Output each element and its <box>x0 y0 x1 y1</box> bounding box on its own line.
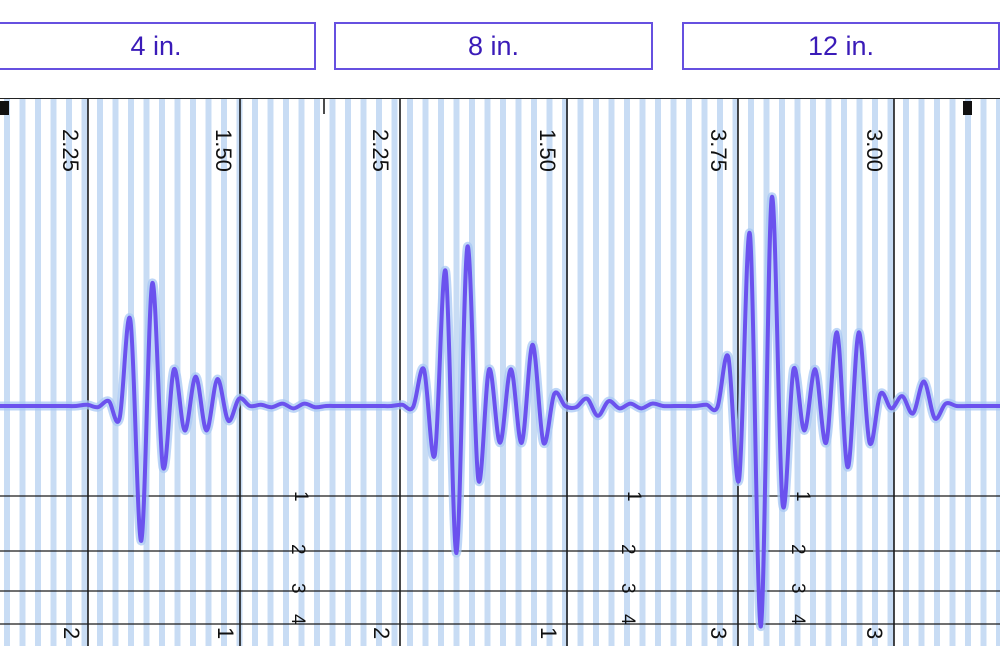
ruler-label-2a: 2 <box>287 544 308 555</box>
tab-12-in[interactable]: 12 in. <box>682 22 1000 70</box>
tab-4-in[interactable]: 4 in. <box>0 22 316 70</box>
ruler-label-1c: 1 <box>792 491 813 502</box>
grid-stripe <box>407 99 413 646</box>
grid-stripe <box>19 99 26 646</box>
grid-stripe <box>205 99 212 646</box>
grid-stripe <box>639 99 646 646</box>
grid-stripe <box>996 99 1000 646</box>
grid-stripe <box>500 99 506 646</box>
grid-stripe <box>50 99 57 646</box>
grid-stripe <box>608 99 615 646</box>
grid-stripe <box>577 99 584 646</box>
grid-stripe <box>221 99 227 646</box>
grid-stripe <box>81 99 88 646</box>
grid-stripe <box>252 99 258 646</box>
grid-stripe <box>655 99 661 646</box>
grid-stripe <box>112 99 119 646</box>
grid-stripe <box>593 99 599 646</box>
grid-stripe <box>267 99 274 646</box>
ruler-label-1b: 1 <box>623 491 644 502</box>
ruler-label-3a: 3 <box>287 583 308 594</box>
grid-stripe <box>701 99 708 646</box>
grid-stripe <box>670 99 677 646</box>
corner-label-1: 2 <box>59 627 84 639</box>
waveform-svg: 2.25 1.50 2.25 1.50 3.75 3.00 1 2 3 4 1 … <box>0 99 1000 646</box>
grid-stripe <box>66 99 72 646</box>
grid-stripe <box>515 99 522 646</box>
corner-label-5: 3 <box>706 627 731 639</box>
tab-8-in[interactable]: 8 in. <box>334 22 653 70</box>
grid-stripe <box>562 99 568 646</box>
ruler-label-4c: 4 <box>787 614 808 625</box>
grid-stripe <box>887 99 894 646</box>
grid-stripe <box>949 99 956 646</box>
grid-stripe <box>934 99 940 646</box>
grid-stripe <box>329 99 336 646</box>
corner-marker-right <box>963 101 972 115</box>
grid-stripe <box>391 99 398 646</box>
scale-label-5: 3.75 <box>706 129 731 172</box>
grid-stripe <box>298 99 305 646</box>
grid-stripe <box>980 99 987 646</box>
corner-marker-left <box>0 101 9 115</box>
waveform-chart: 2.25 1.50 2.25 1.50 3.75 3.00 1 2 3 4 1 … <box>0 98 1000 646</box>
corner-label-2: 1 <box>213 627 238 639</box>
scale-label-4: 1.50 <box>535 129 560 172</box>
grid-stripe <box>732 99 739 646</box>
scale-label-3: 2.25 <box>368 129 393 172</box>
ruler-label-2b: 2 <box>617 544 638 555</box>
grid-stripe <box>345 99 351 646</box>
grid-stripe <box>376 99 382 646</box>
grid-stripe <box>35 99 41 646</box>
grid-stripe <box>97 99 103 646</box>
scale-label-6: 3.00 <box>862 129 887 172</box>
waveform-line <box>0 195 1000 629</box>
grid-stripe <box>872 99 878 646</box>
grid-stripe <box>314 99 320 646</box>
grid-stripe <box>283 99 289 646</box>
grid-stripe <box>190 99 196 646</box>
ruler-label-3c: 3 <box>787 583 808 594</box>
grid-stripe <box>918 99 925 646</box>
ruler-label-4b: 4 <box>617 614 638 625</box>
grid-stripe <box>453 99 460 646</box>
grid-stripe <box>360 99 367 646</box>
corner-label-6: 3 <box>862 627 887 639</box>
ruler-label-2c: 2 <box>787 544 808 555</box>
grid-stripe <box>546 99 553 646</box>
waveform-trace-group <box>0 192 1000 632</box>
grid-stripe <box>903 99 909 646</box>
grid-stripe <box>4 99 10 646</box>
scale-label-2: 1.50 <box>211 129 236 172</box>
grid-stripe <box>686 99 692 646</box>
ruler-label-3b: 3 <box>617 583 638 594</box>
corner-label-3: 2 <box>369 627 394 639</box>
grid-stripe <box>965 99 971 646</box>
grid-stripe <box>624 99 630 646</box>
ruler-label-4a: 4 <box>287 614 308 625</box>
scale-label-1: 2.25 <box>58 129 83 172</box>
corner-label-4: 1 <box>536 627 561 639</box>
ruler-label-1a: 1 <box>290 491 311 502</box>
